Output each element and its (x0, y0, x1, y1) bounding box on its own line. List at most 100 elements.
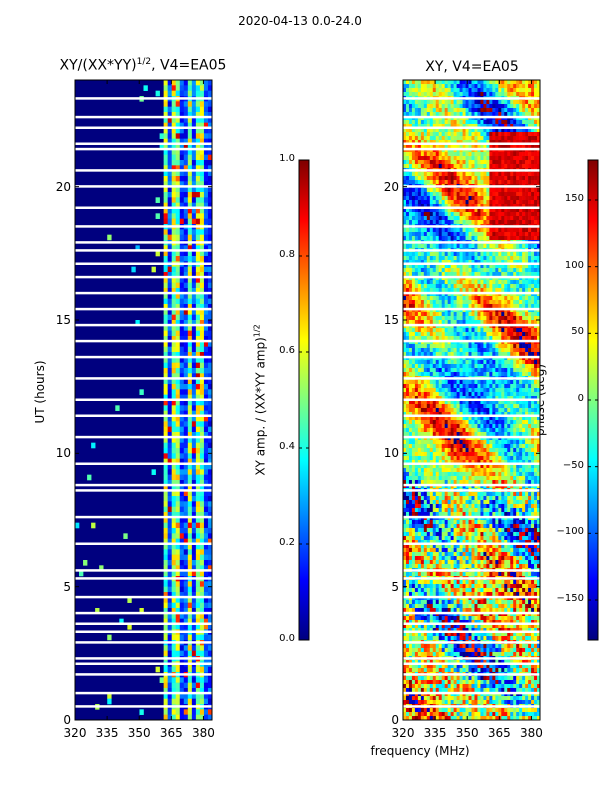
amp-heatmap-cell (207, 453, 213, 459)
amp-heatmap-cell (167, 426, 173, 433)
phase-heatmap-cell (519, 172, 523, 177)
phase-heatmap-cell (531, 200, 535, 205)
phase-heatmap-cell (417, 256, 422, 261)
phase-heatmap-cell (471, 320, 475, 325)
phase-heatmap-cell (429, 352, 434, 357)
amp-heatmap-cell (195, 250, 201, 257)
amp-heatmap-cell (171, 469, 177, 475)
amp-heatmap-cell (207, 138, 213, 145)
phase-heatmap-cell (522, 160, 526, 165)
amp-heatmap-cell (167, 122, 173, 129)
phase-heatmap-cell (525, 100, 529, 105)
amp-heatmap-cell (167, 453, 173, 459)
phase-heatmap-cell (465, 100, 469, 105)
phase-heatmap-cell (513, 200, 517, 205)
amp-heatmap-cell (163, 565, 168, 571)
phase-heatmap-cell (516, 180, 520, 185)
amp-heatmap-cell (179, 133, 185, 139)
phase-heatmap-cell (426, 136, 431, 141)
phase-heatmap-cell (471, 88, 475, 93)
amp-heatmap-cell (167, 288, 173, 294)
amp-heatmap-cell (187, 474, 193, 481)
phase-heatmap-cell (417, 332, 422, 337)
amp-heatmap-cell (191, 154, 197, 161)
amp-heatmap-cell (171, 533, 177, 539)
phase-heatmap-cell (471, 176, 475, 181)
amp-heatmap-cell (187, 613, 193, 619)
phase-heatmap-cell (510, 176, 514, 181)
phase-heatmap-cell (403, 332, 407, 337)
amp-heatmap-cell (203, 544, 209, 550)
amp-heatmap-cell (115, 405, 120, 411)
phase-heatmap-cell (531, 196, 535, 201)
amp-heatmap-cell (195, 688, 201, 694)
amp-heatmap-cell (183, 464, 189, 470)
phase-heatmap-cell (405, 84, 410, 89)
phase-heatmap-cell (462, 336, 466, 341)
phase-heatmap-cell (477, 360, 481, 365)
phase-heatmap-cell (417, 156, 422, 161)
phase-heatmap-cell (447, 360, 451, 365)
amp-heatmap-cell (195, 389, 201, 395)
amp-heatmap-cell (199, 80, 205, 86)
amp-heatmap-cell (171, 474, 177, 481)
phase-heatmap-cell (489, 312, 493, 317)
phase-heatmap-cell (468, 188, 472, 193)
phase-heatmap-cell (429, 348, 434, 353)
phase-heatmap-cell (531, 112, 535, 117)
phase-heatmap-cell (468, 360, 472, 365)
phase-heatmap-cell (414, 144, 419, 149)
amp-heatmap-cell (183, 528, 189, 534)
phase-heatmap-cell (495, 200, 499, 205)
phase-heatmap-cell (462, 284, 466, 289)
phase-heatmap-cell (456, 336, 460, 341)
phase-heatmap-cell (489, 204, 493, 209)
phase-heatmap-cell (510, 128, 514, 133)
phase-heatmap-cell (471, 264, 475, 269)
amp-heatmap-cell (179, 469, 185, 475)
phase-heatmap-cell (441, 200, 445, 205)
phase-heatmap-cell (531, 236, 535, 241)
phase-heatmap-cell (432, 196, 437, 201)
phase-heatmap-cell (405, 312, 410, 317)
phase-heatmap-cell (403, 372, 407, 377)
phase-heatmap-cell (501, 236, 505, 241)
amp-heatmap-cell (191, 698, 197, 705)
phase-heatmap-cell (480, 84, 484, 89)
phase-heatmap-cell (420, 244, 425, 249)
phase-heatmap-cell (423, 92, 428, 97)
phase-heatmap-cell (501, 108, 505, 113)
phase-heatmap-cell (528, 360, 532, 365)
phase-heatmap-cell (468, 216, 472, 221)
amp-heatmap-cell (199, 330, 205, 337)
phase-heatmap-cell (447, 144, 451, 149)
phase-heatmap-cell (498, 160, 502, 165)
phase-heatmap-cell (501, 144, 505, 149)
phase-heatmap-cell (477, 128, 481, 133)
phase-heatmap-cell (537, 364, 541, 369)
amp-heatmap-cell (171, 666, 177, 673)
amp-heatmap-cell (183, 373, 189, 379)
phase-heatmap-cell (453, 316, 457, 321)
amp-heatmap-cell (179, 165, 185, 171)
amp-heatmap-cell (167, 165, 173, 171)
phase-heatmap-cell (501, 152, 505, 157)
amp-heatmap-cell (187, 405, 193, 411)
phase-heatmap-cell (534, 112, 538, 117)
phase-heatmap-cell (456, 320, 460, 325)
amp-heatmap-cell (179, 453, 185, 459)
phase-heatmap-cell (441, 312, 445, 317)
phase-heatmap-cell (447, 152, 451, 157)
phase-heatmap-cell (471, 368, 475, 373)
amp-heatmap-cell (195, 421, 201, 427)
amp-heatmap-cell (167, 197, 173, 203)
phase-heatmap-cell (441, 264, 445, 269)
phase-heatmap-cell (537, 328, 541, 333)
phase-heatmap-cell (465, 336, 469, 341)
phase-heatmap-cell (519, 136, 523, 141)
amp-heatmap-cell (171, 293, 177, 299)
phase-heatmap-cell (522, 232, 526, 237)
phase-heatmap-cell (516, 204, 520, 209)
phase-heatmap-cell (471, 156, 475, 161)
phase-heatmap-cell (459, 160, 463, 165)
